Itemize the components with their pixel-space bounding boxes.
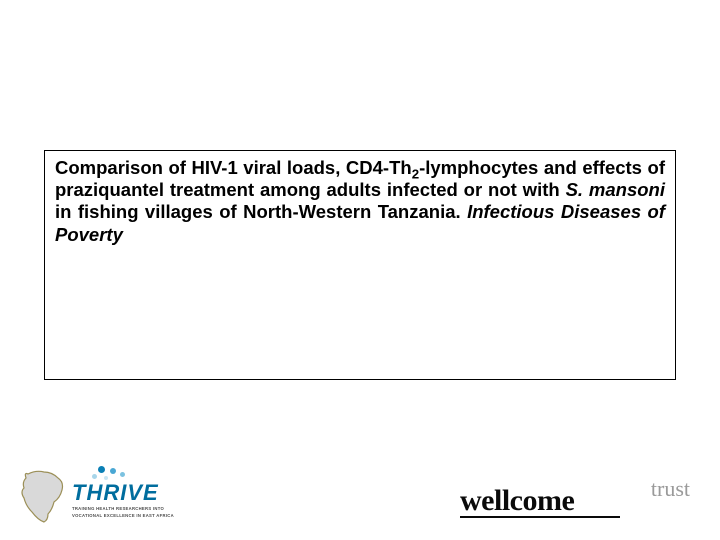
thrive-text-block: THRIVE TRAINING HEALTH RESEARCHERS INTO … [72, 482, 174, 518]
trust-word: trust [651, 476, 690, 502]
citation-after-species: in fishing villages of North-Western Tan… [55, 201, 467, 222]
thrive-logo: THRIVE TRAINING HEALTH RESEARCHERS INTO … [18, 468, 208, 530]
citation-prefix: Comparison of HIV-1 viral loads, CD4-Th [55, 157, 412, 178]
citation-box: Comparison of HIV-1 viral loads, CD4-Th2… [44, 150, 676, 380]
footer: THRIVE TRAINING HEALTH RESEARCHERS INTO … [0, 462, 720, 540]
wellcome-underline [460, 516, 620, 518]
thrive-tagline-2: VOCATIONAL EXCELLENCE IN EAST AFRICA [72, 513, 174, 518]
species-name: S. mansoni [566, 179, 665, 200]
thrive-tagline-1: TRAINING HEALTH RESEARCHERS INTO [72, 506, 174, 511]
thrive-wordmark: THRIVE [72, 482, 174, 504]
citation-text: Comparison of HIV-1 viral loads, CD4-Th2… [55, 157, 665, 246]
africa-icon [18, 468, 70, 526]
wellcome-wordmark: wellcome [460, 484, 574, 518]
wellcome-trust-logo: wellcome trust [460, 476, 690, 520]
